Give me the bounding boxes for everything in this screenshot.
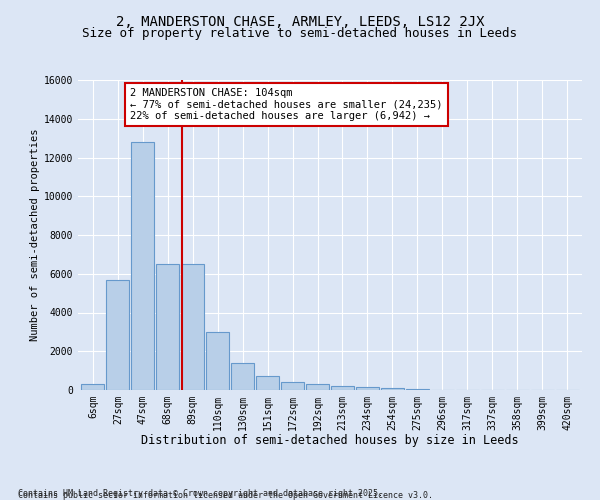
Bar bbox=[131, 142, 154, 390]
Bar bbox=[256, 376, 279, 390]
Bar bbox=[381, 388, 404, 390]
Y-axis label: Number of semi-detached properties: Number of semi-detached properties bbox=[29, 128, 40, 341]
Text: Contains public sector information licensed under the Open Government Licence v3: Contains public sector information licen… bbox=[18, 491, 433, 500]
Bar bbox=[231, 363, 254, 390]
Bar bbox=[181, 264, 204, 390]
Text: Size of property relative to semi-detached houses in Leeds: Size of property relative to semi-detach… bbox=[83, 28, 517, 40]
Text: 2 MANDERSTON CHASE: 104sqm
← 77% of semi-detached houses are smaller (24,235)
22: 2 MANDERSTON CHASE: 104sqm ← 77% of semi… bbox=[130, 88, 443, 121]
Bar bbox=[356, 387, 379, 390]
Text: 2, MANDERSTON CHASE, ARMLEY, LEEDS, LS12 2JX: 2, MANDERSTON CHASE, ARMLEY, LEEDS, LS12… bbox=[116, 15, 484, 29]
Bar bbox=[406, 389, 429, 390]
Bar bbox=[331, 386, 354, 390]
Bar bbox=[306, 384, 329, 390]
Bar bbox=[157, 264, 179, 390]
Text: Contains HM Land Registry data © Crown copyright and database right 2025.: Contains HM Land Registry data © Crown c… bbox=[18, 488, 383, 498]
X-axis label: Distribution of semi-detached houses by size in Leeds: Distribution of semi-detached houses by … bbox=[141, 434, 519, 448]
Bar bbox=[106, 280, 130, 390]
Bar bbox=[82, 384, 104, 390]
Bar bbox=[206, 332, 229, 390]
Bar bbox=[281, 382, 304, 390]
